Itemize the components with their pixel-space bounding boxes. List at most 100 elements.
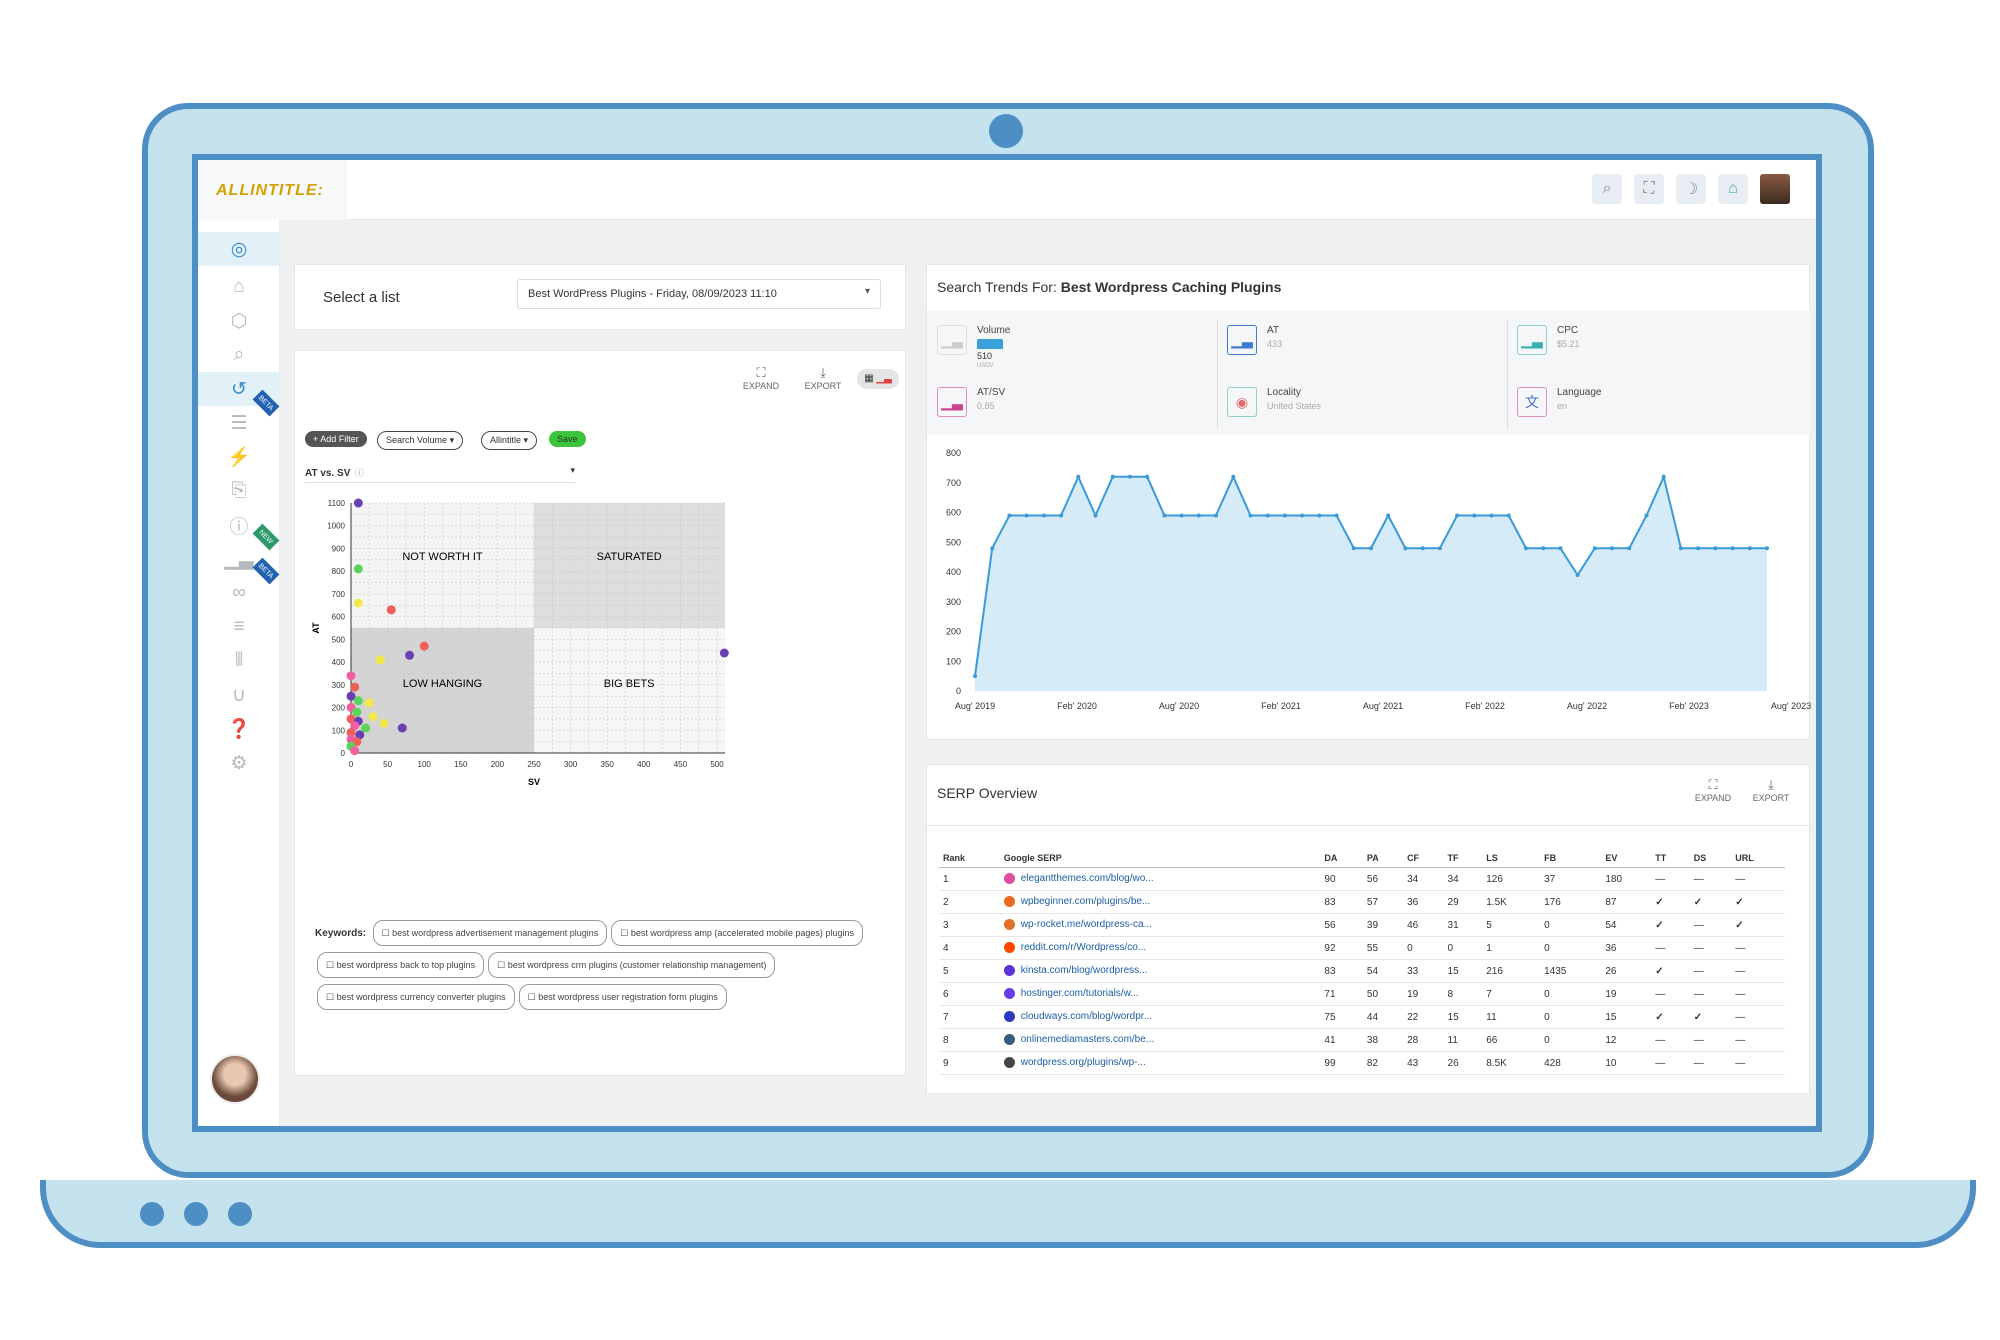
- dash-icon: —: [1651, 1051, 1690, 1075]
- keyword-tag[interactable]: ☐ best wordpress amp (accelerated mobile…: [611, 920, 863, 946]
- scatter-point: [353, 564, 363, 574]
- serp-url-link[interactable]: onlinemediamasters.com/be...: [999, 1028, 1321, 1052]
- serp-url-link[interactable]: kinsta.com/blog/wordpress...: [999, 959, 1321, 983]
- history-icon[interactable]: ↺: [198, 372, 280, 406]
- search-volume-filter[interactable]: Search Volume ▾: [377, 431, 464, 450]
- trend-point: [1610, 546, 1615, 551]
- dash-icon: —: [1731, 1028, 1785, 1052]
- user-avatar[interactable]: [1760, 174, 1790, 204]
- list-icon[interactable]: ☰: [230, 412, 248, 434]
- grid-view-icon[interactable]: ▦: [864, 373, 874, 384]
- serp-url-link[interactable]: hostinger.com/tutorials/w...: [999, 982, 1321, 1006]
- column-header[interactable]: LS: [1482, 849, 1541, 868]
- bar-chart-icon[interactable]: ▁▃: [224, 548, 254, 570]
- home-icon[interactable]: ⌂: [233, 276, 245, 297]
- x-tick-label: Aug' 2022: [1567, 701, 1607, 711]
- list-select[interactable]: Best WordPress Plugins - Friday, 08/09/2…: [517, 279, 881, 309]
- metric-cell: 26: [1443, 1051, 1483, 1075]
- keyword-tag[interactable]: ☐ best wordpress back to top plugins: [317, 952, 485, 978]
- y-tick-label: 500: [946, 537, 961, 547]
- column-header[interactable]: EV: [1601, 849, 1652, 868]
- check-icon: ✓: [1731, 890, 1785, 914]
- quadrant-label: LOW HANGING: [403, 678, 482, 690]
- help-icon[interactable]: ❓: [227, 719, 251, 740]
- search-volume-label: Search Volume: [386, 435, 448, 445]
- serp-url-link[interactable]: elegantthemes.com/blog/wo...: [999, 867, 1321, 891]
- trend-point: [1162, 513, 1167, 518]
- database-icon[interactable]: ≡: [233, 616, 245, 637]
- bell-icon[interactable]: ⌂: [1718, 174, 1748, 204]
- link-icon[interactable]: ∞: [232, 582, 246, 603]
- view-toggle[interactable]: ▦ ▁▃: [857, 369, 899, 389]
- magnet-icon[interactable]: ∪: [232, 684, 246, 706]
- x-tick-label: Aug' 2023: [1771, 701, 1811, 711]
- trend-chart: 0 100 200 300 400 500 600 700 800 Aug' 2019 Feb' 2…: [946, 448, 1811, 711]
- clipboard-icon[interactable]: ⎘: [231, 480, 247, 501]
- profile-avatar[interactable]: [210, 1054, 260, 1104]
- metric-cell: 56: [1362, 867, 1404, 891]
- table-body: 1 elegantthemes.com/blog/wo... 90 56 34 34 126…: [939, 867, 1785, 1075]
- metric-cell: 0: [1540, 1005, 1602, 1029]
- add-filter-button[interactable]: + Add Filter: [305, 431, 367, 447]
- metric-cell: 38: [1362, 1028, 1404, 1052]
- allintitle-filter[interactable]: Allintitle ▾: [481, 431, 538, 450]
- user-circle-icon[interactable]: ◎: [198, 232, 280, 266]
- cube-icon[interactable]: ⬡: [230, 310, 248, 332]
- column-header[interactable]: Google SERP: [999, 849, 1321, 868]
- column-header[interactable]: TT: [1651, 849, 1690, 868]
- y-tick-label: 700: [332, 590, 346, 599]
- chart-view-icon[interactable]: ▁▃: [876, 373, 892, 384]
- trend-point: [1334, 513, 1339, 518]
- save-button[interactable]: Save: [549, 431, 586, 447]
- expand-button[interactable]: ⛶ EXPAND: [739, 365, 783, 391]
- logo-area: ALLINTITLE:: [198, 160, 346, 220]
- column-header[interactable]: TF: [1443, 849, 1483, 868]
- trend-point: [1558, 546, 1563, 551]
- keyword-tag[interactable]: ☐ best wordpress currency converter plug…: [317, 984, 515, 1010]
- keyword-tag[interactable]: ☐ best wordpress user registration form …: [518, 984, 727, 1010]
- quadrant-saturated: [534, 503, 725, 628]
- column-header[interactable]: Rank: [939, 849, 1000, 868]
- question-icon[interactable]: ⓘ: [229, 516, 249, 538]
- serp-url-link[interactable]: wordpress.org/plugins/wp-...: [999, 1051, 1321, 1075]
- trend-area: [975, 476, 1767, 691]
- scatter-point: [350, 721, 360, 731]
- scatter-point: [346, 714, 356, 724]
- sliders-icon[interactable]: ⫴: [235, 650, 243, 671]
- column-header[interactable]: FB: [1540, 849, 1602, 868]
- keyword-tag[interactable]: ☐ best wordpress crm plugins (customer r…: [488, 952, 776, 978]
- x-tick-label: Aug' 2020: [1159, 701, 1199, 711]
- metric-cell: 19: [1601, 982, 1652, 1006]
- search-icon[interactable]: ⌕: [1592, 174, 1622, 204]
- bolt-icon[interactable]: ⚡: [227, 447, 251, 468]
- x-tick-label: 200: [491, 760, 505, 769]
- column-header[interactable]: URL: [1731, 849, 1785, 868]
- x-tick-label: Aug' 2019: [955, 701, 995, 711]
- serp-url-link[interactable]: reddit.com/r/Wordpress/co...: [999, 936, 1321, 960]
- serp-url-link[interactable]: cloudways.com/blog/wordpr...: [999, 1005, 1321, 1029]
- serp-export-button[interactable]: ⤓ EXPORT: [1749, 777, 1793, 803]
- fullscreen-icon[interactable]: ⛶: [1634, 174, 1664, 204]
- column-header[interactable]: CF: [1403, 849, 1444, 868]
- chevron-down-icon: ▾: [523, 435, 529, 445]
- fullscreen-icon: ⛶: [1708, 777, 1718, 792]
- serp-url-link[interactable]: wp-rocket.me/wordpress-ca...: [999, 913, 1321, 937]
- moon-icon[interactable]: ☽: [1676, 174, 1706, 204]
- trend-point: [1351, 546, 1356, 551]
- export-button[interactable]: ⤓ EXPORT: [801, 365, 845, 391]
- column-header[interactable]: DA: [1320, 849, 1363, 868]
- column-header[interactable]: DS: [1689, 849, 1732, 868]
- metric-select[interactable]: AT vs. SV ⓘ ▾: [305, 463, 575, 483]
- metric-cell: 15: [1443, 1005, 1483, 1029]
- serp-expand-button[interactable]: ⛶ EXPAND: [1691, 777, 1735, 803]
- column-header[interactable]: PA: [1362, 849, 1404, 868]
- y-tick-label: 900: [332, 544, 346, 553]
- brand-logo[interactable]: ALLINTITLE:: [216, 182, 324, 199]
- info-icon[interactable]: ⓘ: [354, 468, 364, 478]
- search-icon[interactable]: ⌕: [233, 344, 245, 365]
- gear-icon[interactable]: ⚙: [230, 752, 248, 774]
- serp-url-link[interactable]: wpbeginner.com/plugins/be...: [999, 890, 1321, 914]
- dash-icon: —: [1651, 867, 1690, 891]
- keyword-tag[interactable]: ☐ best wordpress advertisement managemen…: [372, 920, 608, 946]
- metric-cell: 29: [1443, 890, 1483, 914]
